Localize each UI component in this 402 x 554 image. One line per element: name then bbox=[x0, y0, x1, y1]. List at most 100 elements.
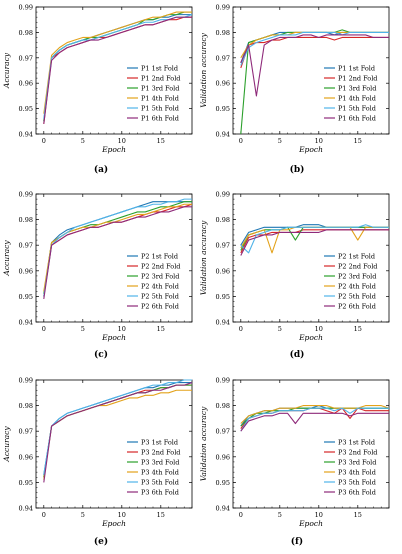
legend-label: P1 3rd Fold bbox=[141, 85, 179, 93]
legend-label: P3 2nd Fold bbox=[141, 449, 180, 457]
x-tick-label: 5 bbox=[278, 511, 282, 519]
y-tick-label: 0.95 bbox=[216, 293, 230, 301]
x-tick-label: 0 bbox=[239, 325, 243, 333]
legend-label: P2 2nd Fold bbox=[141, 263, 180, 271]
x-axis-label: Epoch bbox=[298, 145, 323, 154]
x-tick-label: 15 bbox=[354, 325, 362, 333]
y-tick-label: 0.98 bbox=[216, 216, 230, 224]
chart-panel-a: 0.94 0.95 0.96 0.97 0.98 0.99 0 5 10 15 Epoch Accur… bbox=[2, 4, 193, 175]
legend-label: P3 5th Fold bbox=[141, 479, 179, 487]
legend-label: P3 3rd Fold bbox=[141, 459, 179, 467]
y-tick-label: 0.97 bbox=[19, 54, 33, 62]
series-line-5 bbox=[43, 198, 192, 297]
series-line-6 bbox=[240, 229, 389, 256]
y-tick-label: 0.94 bbox=[19, 319, 33, 327]
y-tick-label: 0.94 bbox=[19, 505, 33, 513]
x-tick-label: 5 bbox=[81, 511, 85, 519]
y-tick-label: 0.96 bbox=[19, 267, 33, 275]
series-line-5 bbox=[240, 224, 389, 254]
legend-label: P1 2nd Fold bbox=[338, 75, 377, 83]
series-line-5 bbox=[240, 407, 389, 432]
y-tick-label: 0.96 bbox=[216, 267, 230, 275]
y-tick-label: 0.99 bbox=[216, 4, 230, 12]
legend-label: P3 4th Fold bbox=[141, 469, 179, 477]
y-tick-label: 0.98 bbox=[19, 402, 33, 410]
y-tick-label: 0.94 bbox=[19, 131, 33, 139]
legend-label: P1 5th Fold bbox=[141, 105, 179, 113]
x-tick-label: 15 bbox=[354, 137, 362, 145]
y-tick-label: 0.94 bbox=[216, 505, 230, 513]
legend-label: P3 3rd Fold bbox=[338, 459, 376, 467]
x-tick-label: 15 bbox=[157, 325, 165, 333]
y-tick-label: 0.98 bbox=[19, 216, 33, 224]
panel-caption: (b) bbox=[290, 164, 305, 175]
legend-label: P3 1st Fold bbox=[338, 439, 375, 447]
series-line-2 bbox=[240, 36, 389, 69]
legend-label: P1 4th Fold bbox=[141, 95, 179, 103]
chart-panel-b: 0.94 0.95 0.96 0.97 0.98 0.99 0 5 10 15 Epoch Valid… bbox=[199, 4, 390, 175]
x-tick-label: 15 bbox=[354, 511, 362, 519]
x-axis-label: Epoch bbox=[298, 333, 323, 342]
series-line-4 bbox=[240, 226, 389, 254]
panel-caption: (e) bbox=[94, 536, 108, 547]
x-tick-label: 10 bbox=[118, 325, 126, 333]
x-tick-label: 10 bbox=[315, 511, 323, 519]
x-tick-label: 5 bbox=[81, 325, 85, 333]
y-tick-label: 0.97 bbox=[19, 428, 33, 436]
x-tick-label: 5 bbox=[278, 325, 282, 333]
y-tick-label: 0.99 bbox=[19, 377, 33, 385]
y-tick-label: 0.94 bbox=[216, 131, 230, 139]
series-line-6 bbox=[240, 412, 389, 432]
y-axis-label: Accuracy bbox=[2, 52, 11, 89]
y-tick-label: 0.94 bbox=[216, 319, 230, 327]
y-tick-label: 0.99 bbox=[216, 191, 230, 199]
x-tick-label: 10 bbox=[315, 325, 323, 333]
y-tick-label: 0.98 bbox=[216, 402, 230, 410]
x-tick-label: 15 bbox=[157, 511, 165, 519]
y-tick-label: 0.97 bbox=[216, 54, 230, 62]
y-tick-label: 0.96 bbox=[216, 453, 230, 461]
y-tick-label: 0.99 bbox=[19, 191, 33, 199]
legend-label: P2 1st Fold bbox=[141, 253, 178, 261]
panel-caption: (d) bbox=[290, 349, 305, 360]
y-tick-label: 0.95 bbox=[19, 105, 33, 113]
x-axis-label: Epoch bbox=[298, 519, 323, 528]
y-tick-label: 0.95 bbox=[216, 479, 230, 487]
y-tick-label: 0.98 bbox=[216, 29, 230, 37]
legend: P3 1st Fold P3 2nd Fold P3 3rd Fold P3 4th … bbox=[324, 439, 377, 497]
x-axis-label: Epoch bbox=[101, 333, 126, 342]
y-tick-label: 0.98 bbox=[19, 29, 33, 37]
chart-panel-c: 0.94 0.95 0.96 0.97 0.98 0.99 0 5 10 15 Epoch Accur… bbox=[2, 191, 193, 360]
series-line-4 bbox=[43, 11, 192, 114]
y-tick-label: 0.95 bbox=[19, 293, 33, 301]
legend-label: P2 2nd Fold bbox=[338, 263, 377, 271]
legend-label: P3 6th Fold bbox=[141, 489, 179, 497]
legend-label: P2 3rd Fold bbox=[141, 273, 179, 281]
legend-label: P1 3rd Fold bbox=[338, 85, 376, 93]
y-axis-label: Validation accuracy bbox=[199, 32, 208, 107]
legend-label: P3 2nd Fold bbox=[338, 449, 377, 457]
x-axis-label: Epoch bbox=[101, 519, 126, 528]
x-tick-label: 0 bbox=[42, 137, 46, 145]
y-tick-label: 0.97 bbox=[216, 242, 230, 250]
legend: P2 1st Fold P2 2nd Fold P2 3rd Fold P2 4th … bbox=[127, 253, 180, 311]
legend-label: P3 1st Fold bbox=[141, 439, 178, 447]
legend-label: P2 6th Fold bbox=[338, 303, 376, 311]
legend-label: P3 4th Fold bbox=[338, 469, 376, 477]
chart-panel-f: 0.94 0.95 0.96 0.97 0.98 0.99 0 5 10 15 Epoch Valid… bbox=[199, 377, 390, 547]
y-axis-label: Accuracy bbox=[2, 426, 11, 463]
legend-label: P1 6th Fold bbox=[338, 115, 376, 123]
legend: P1 1st Fold P1 2nd Fold P1 3rd Fold P1 4th … bbox=[127, 65, 180, 123]
legend-label: P1 1st Fold bbox=[338, 65, 375, 73]
y-tick-label: 0.99 bbox=[216, 377, 230, 385]
series-line-5 bbox=[240, 31, 389, 66]
legend-label: P2 4th Fold bbox=[141, 283, 179, 291]
series-line-5 bbox=[43, 379, 192, 475]
legend: P2 1st Fold P2 2nd Fold P2 3rd Fold P2 4th … bbox=[324, 253, 377, 311]
chart-panel-e: 0.94 0.95 0.96 0.97 0.98 0.99 0 5 10 15 Epoch Accur… bbox=[2, 377, 193, 547]
y-tick-label: 0.96 bbox=[216, 80, 230, 88]
x-tick-label: 5 bbox=[81, 137, 85, 145]
x-tick-label: 10 bbox=[315, 137, 323, 145]
